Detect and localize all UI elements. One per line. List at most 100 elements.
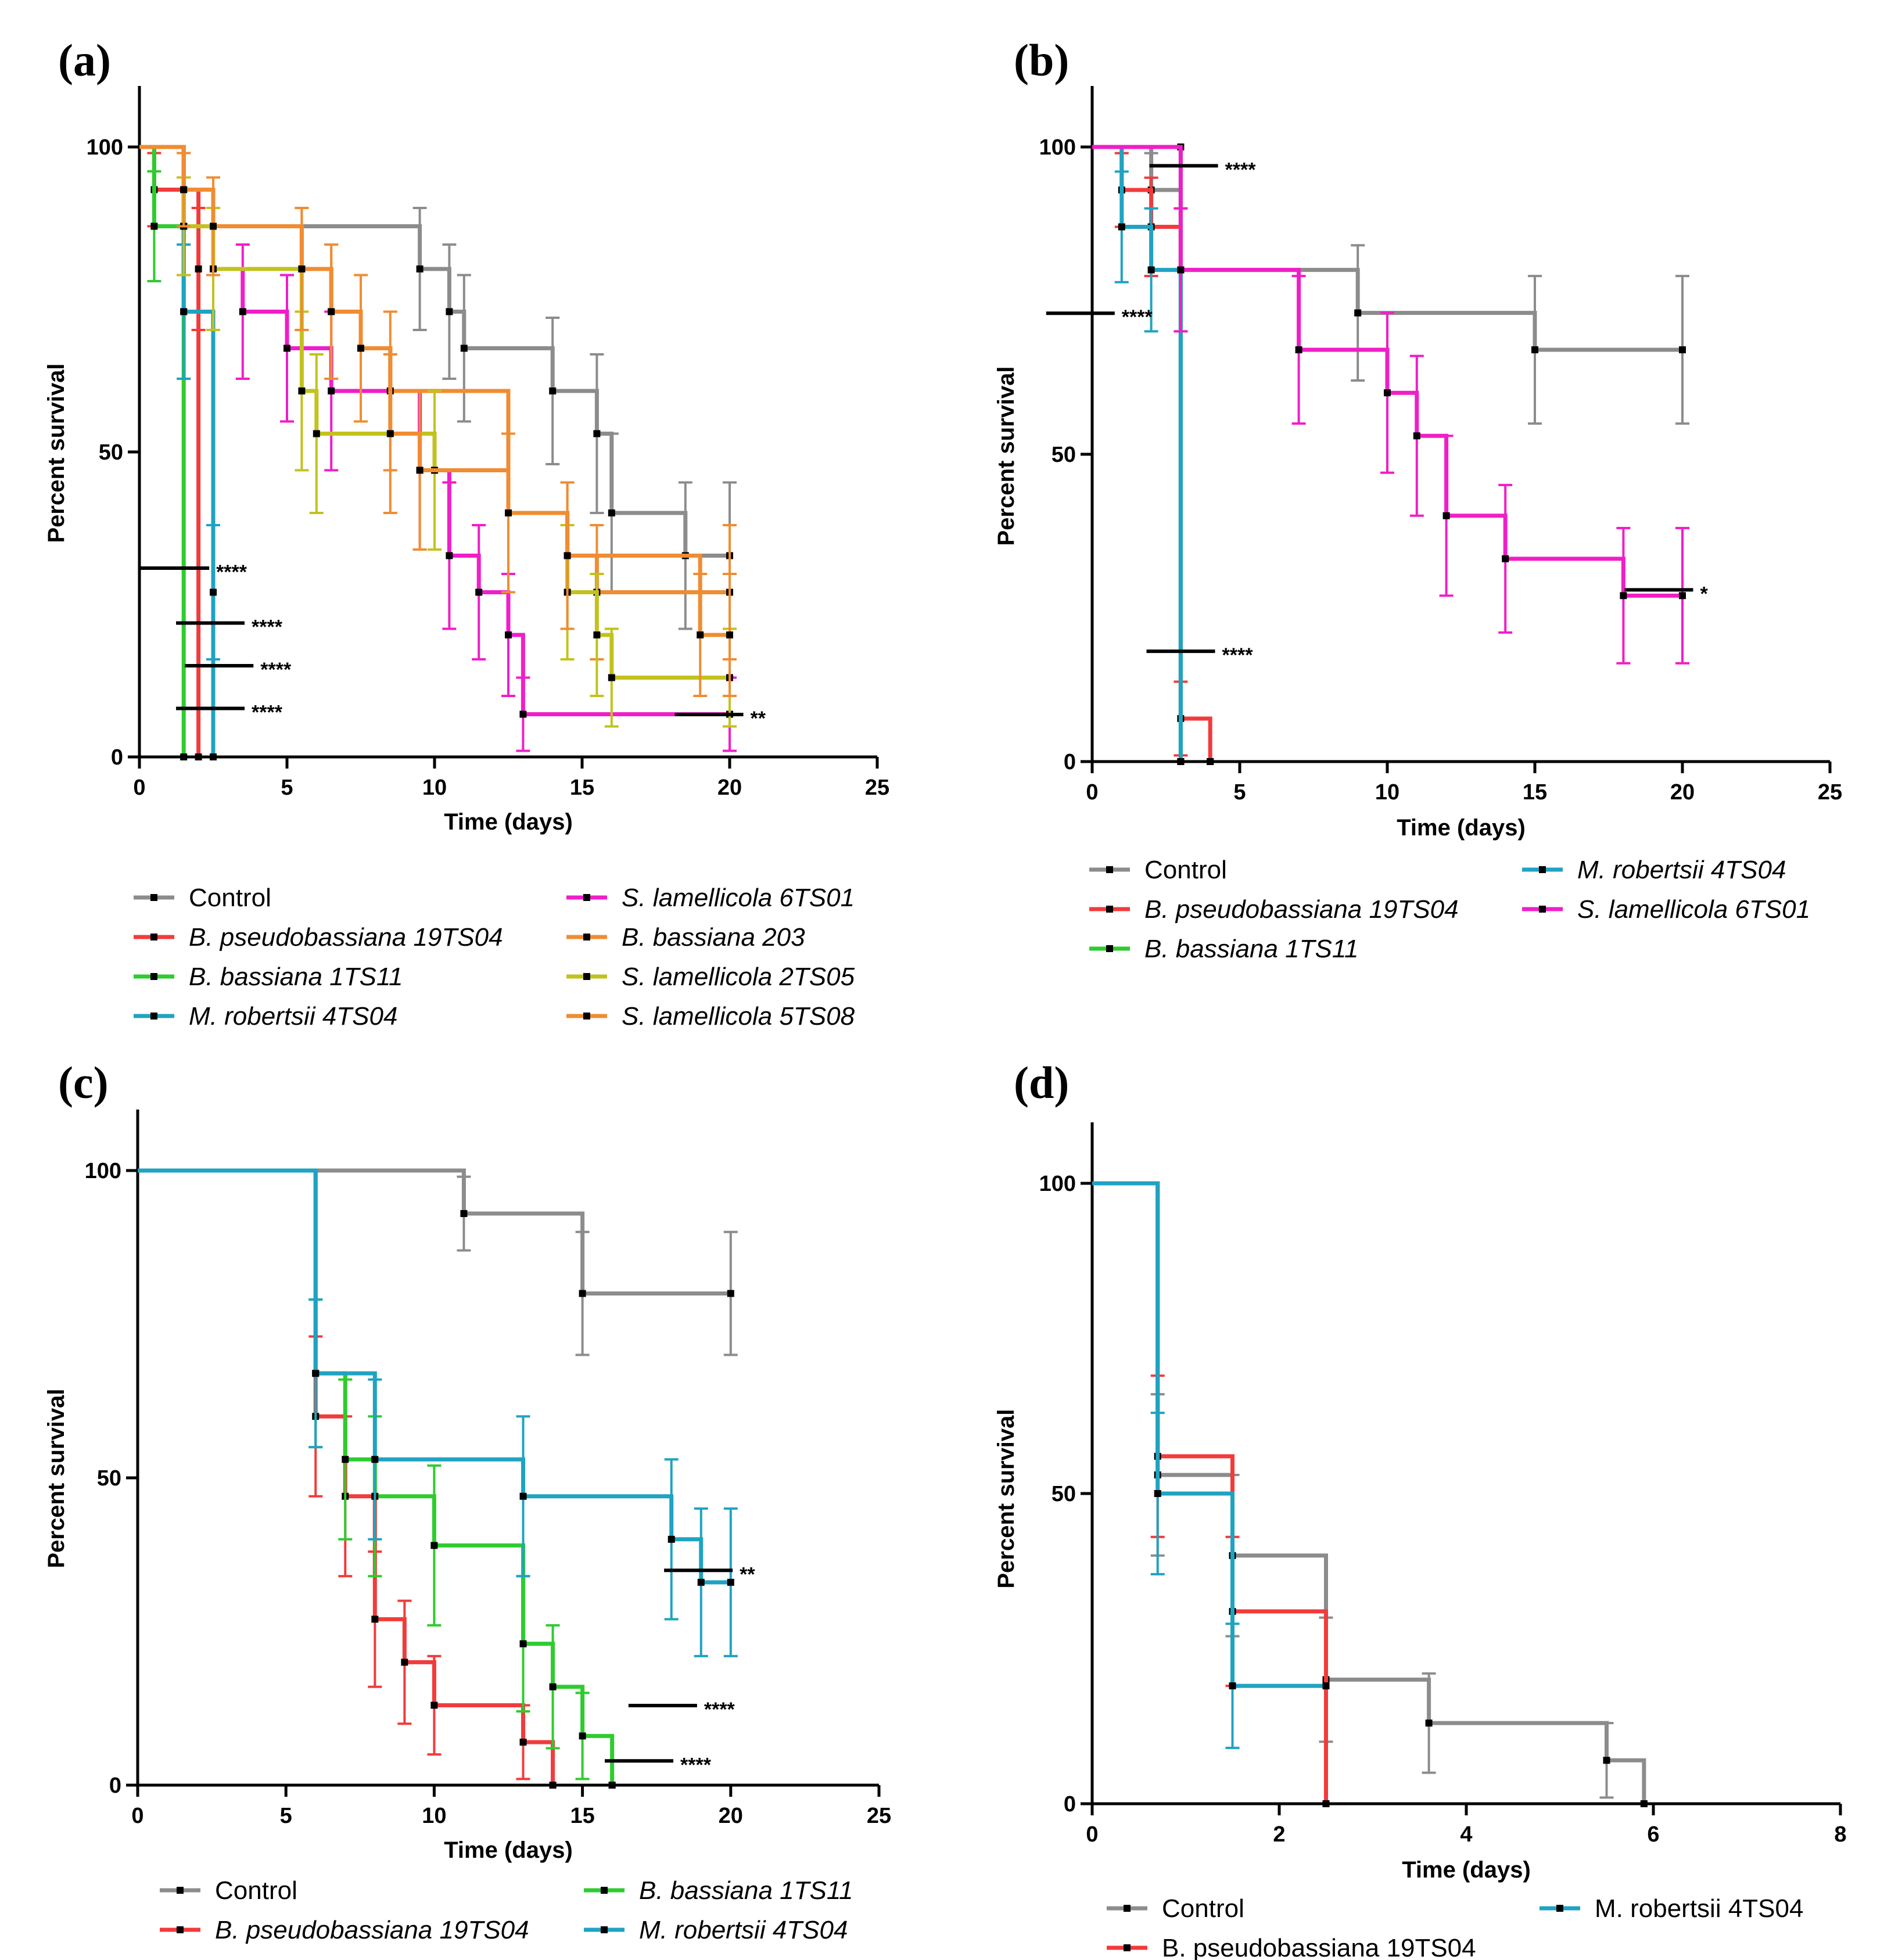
panel-c-point-marker <box>519 1738 527 1746</box>
panel-a-point-marker <box>180 186 188 193</box>
panel-a-legend-label: S. lamellicola 6TS01 <box>622 884 855 912</box>
panel-a-legend-marker <box>583 894 590 901</box>
panel-a-legend-label: B. bassiana 203 <box>622 923 805 952</box>
panel-b-legend-marker <box>1106 906 1113 913</box>
panel-b-legend-marker <box>1539 866 1546 873</box>
panel-d-x-tick-label: 0 <box>1086 1822 1098 1847</box>
panel-a-significance-label: **** <box>252 702 283 724</box>
panel-a-point-marker <box>150 222 158 230</box>
panel-a-point-marker <box>608 509 615 516</box>
panel-c-legend-marker <box>601 1926 608 1933</box>
panel-b-x-tick-label: 0 <box>1086 780 1098 805</box>
panel-c-point-marker <box>579 1732 586 1740</box>
panel-a-point-marker <box>298 265 306 272</box>
panel-d-point-marker <box>1425 1720 1433 1727</box>
panel-c-legend-marker <box>601 1887 608 1894</box>
panel-b-x-tick-label: 10 <box>1375 780 1399 805</box>
panel-b-point-marker <box>1177 758 1185 765</box>
panel-a-point-marker <box>593 631 601 638</box>
panel-c-series-b-bassiana-1ts11 <box>138 1168 616 1789</box>
panel-b-point-marker <box>1442 512 1450 519</box>
panel-c: (c) Time (days) Percent survival 0 5 10 15 2… <box>44 1057 891 1944</box>
panel-d-point-marker <box>1322 1682 1330 1690</box>
panel-d-ylabel: Percent survival <box>993 1409 1019 1588</box>
panel-b-point-marker <box>1679 592 1686 600</box>
panel-a-series-b-pseudobassiana-19ts04 <box>139 145 206 760</box>
panel-b-y-tick-label: 50 <box>1052 443 1076 467</box>
panel-c-point-marker <box>371 1616 379 1623</box>
panel-a: (a) Time (days) Percent survival 0 5 10 15 2… <box>44 35 889 1031</box>
panel-b-significance-label: **** <box>1222 644 1254 666</box>
panel-a-series-s-lamellicola-5ts08 <box>139 145 737 697</box>
panel-b-series-s-lamellicola-6ts01 <box>1092 145 1689 665</box>
panel-b-legend-marker <box>1106 945 1113 952</box>
panel-d-series-m-robertsii-4ts04 <box>1092 1181 1330 1749</box>
panel-c-y-tick-label: 100 <box>85 1159 121 1183</box>
panel-c-point-marker <box>519 1492 527 1500</box>
panel-c-point-marker <box>579 1290 586 1297</box>
panel-c-x-tick-label: 15 <box>570 1804 594 1828</box>
panel-b: (b) Time (days) Percent survival 0 5 10 15 2… <box>993 35 1842 963</box>
panel-c-point-marker <box>342 1456 349 1463</box>
panel-a-significance-label: **** <box>252 616 283 638</box>
panel-a-significance-label: **** <box>260 659 292 681</box>
panel-a-legend-marker <box>583 973 590 980</box>
panel-a-point-marker <box>608 674 615 681</box>
panel-c-legend-item-b-pseudobassiana-19ts04: B. pseudobassiana 19TS04 <box>160 1916 529 1944</box>
panel-a-y-tick-label: 50 <box>99 440 123 465</box>
panel-b-legend-item-b-pseudobassiana-19ts04: B. pseudobassiana 19TS04 <box>1089 895 1459 924</box>
panel-c-legend-label: B. bassiana 1TS11 <box>639 1876 853 1905</box>
panel-a-point-marker <box>357 344 364 352</box>
panel-a-legend-label: Control <box>189 884 271 912</box>
panel-c-y-tick-label: 50 <box>97 1466 121 1491</box>
panel-b-point-marker <box>1413 432 1420 440</box>
panel-a-legend-item-s-lamellicola-6ts01: S. lamellicola 6TS01 <box>566 884 855 912</box>
panel-a-point-marker <box>298 387 306 394</box>
panel-d-x-tick-label: 2 <box>1273 1822 1285 1847</box>
panel-c-legend-label: M. robertsii 4TS04 <box>639 1916 848 1944</box>
panel-c-legend-marker <box>177 1887 184 1894</box>
panel-b-legend-label: S. lamellicola 6TS01 <box>1577 895 1810 924</box>
panel-b-legend-label: Control <box>1144 856 1227 884</box>
panel-d-plot-area: 0 2 4 6 8 0 50 100 <box>1039 1122 1847 1847</box>
panel-a-line-control <box>139 145 730 558</box>
panel-b-y-tick-label: 100 <box>1039 135 1076 160</box>
panel-b-y-tick-label: 0 <box>1064 750 1076 774</box>
panel-c-ylabel: Percent survival <box>44 1388 69 1568</box>
panel-c-point-marker <box>460 1210 468 1218</box>
panel-a-point-marker <box>210 588 217 596</box>
panel-a-legend-marker <box>150 894 157 901</box>
panel-a-point-marker <box>475 588 483 596</box>
panel-b-point-marker <box>1384 389 1391 397</box>
panel-d-point-marker <box>1322 1800 1330 1807</box>
panel-c-legend-marker <box>177 1926 184 1933</box>
panel-a-line-b-bassiana-1ts11 <box>139 145 186 757</box>
panel-a-series-m-robertsii-4ts04 <box>139 145 220 760</box>
panel-d-legend-marker <box>1556 1905 1563 1912</box>
panel-c-point-marker <box>401 1659 408 1666</box>
panel-c-series-control <box>138 1168 738 1356</box>
panel-a-x-tick-label: 20 <box>717 776 742 800</box>
panel-a-x-tick-label: 25 <box>865 776 889 800</box>
panel-a-y-tick-label: 0 <box>111 745 123 770</box>
panel-a-point-marker <box>328 308 335 315</box>
panel-a-point-marker <box>284 344 290 352</box>
panel-a-significance-label: ** <box>751 708 766 730</box>
panel-c-point-marker <box>549 1782 557 1789</box>
panel-b-ylabel: Percent survival <box>993 366 1019 545</box>
panel-b-line-b-bassiana-1ts11 <box>1092 145 1183 762</box>
panel-d-y-tick-label: 50 <box>1052 1482 1076 1506</box>
panel-c-point-marker <box>430 1542 438 1549</box>
panel-a-point-marker <box>505 631 512 638</box>
panel-b-point-marker <box>1118 223 1125 231</box>
panel-b-legend-item-control: Control <box>1089 856 1227 884</box>
panel-a-legend-label: B. bassiana 1TS11 <box>189 963 403 991</box>
panel-a-point-marker <box>313 430 320 437</box>
panel-d-legend-label: B. pseudobassiana 19TS04 <box>1162 1934 1476 1960</box>
panel-a-point-marker <box>505 509 512 516</box>
panel-d-point-marker <box>1603 1757 1610 1764</box>
panel-a-legend-label: S. lamellicola 2TS05 <box>622 963 855 991</box>
panel-d-point-marker <box>1229 1682 1236 1690</box>
